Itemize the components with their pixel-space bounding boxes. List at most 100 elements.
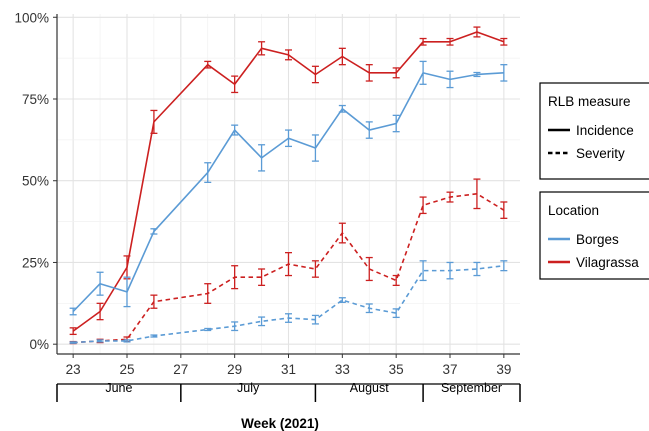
legend-label: Severity bbox=[576, 146, 625, 161]
series-vilagrassa-severity bbox=[69, 178, 508, 345]
series-line-borges-severity bbox=[73, 264, 504, 344]
error-bar bbox=[150, 228, 158, 235]
y-tick-label: 25% bbox=[22, 255, 49, 270]
month-label: July bbox=[237, 381, 260, 395]
error-bar bbox=[338, 297, 346, 303]
error-bar bbox=[365, 121, 373, 139]
y-tick-label: 100% bbox=[14, 10, 49, 25]
x-tick-label: 37 bbox=[442, 362, 457, 377]
error-bar bbox=[446, 70, 454, 89]
legend-label: Vilagrassa bbox=[576, 255, 639, 270]
error-bar bbox=[69, 307, 77, 316]
legend-location: Location Borges Vilagrassa bbox=[539, 191, 649, 280]
series-line-vilagrassa-severity bbox=[73, 193, 505, 344]
error-bar bbox=[473, 261, 481, 277]
error-bar bbox=[311, 260, 319, 278]
month-label: August bbox=[350, 381, 389, 395]
x-tick-label: 29 bbox=[227, 362, 242, 377]
legends: RLB measure Incidence Severity Location Borg… bbox=[539, 82, 649, 280]
error-bar bbox=[150, 334, 158, 338]
month-labels: June July August September bbox=[56, 381, 521, 402]
error-bar bbox=[500, 37, 508, 46]
error-bar bbox=[419, 260, 427, 282]
error-bar bbox=[204, 283, 212, 304]
x-tick-label: 23 bbox=[66, 362, 81, 377]
legend-label: Borges bbox=[576, 232, 619, 247]
x-tick-label: 31 bbox=[281, 362, 296, 377]
error-bar bbox=[500, 201, 508, 219]
error-bar bbox=[365, 303, 373, 314]
error-bar bbox=[446, 261, 454, 280]
axes bbox=[53, 14, 520, 358]
error-bar bbox=[311, 134, 319, 162]
error-bar bbox=[204, 162, 212, 184]
y-tick-label: 50% bbox=[22, 174, 49, 189]
x-tick-label: 25 bbox=[119, 362, 134, 377]
x-tick-label: 33 bbox=[335, 362, 350, 377]
error-bar bbox=[365, 256, 373, 282]
error-bar bbox=[311, 314, 319, 325]
error-bar bbox=[338, 47, 346, 66]
error-bar bbox=[392, 114, 400, 133]
error-bar bbox=[419, 196, 427, 215]
error-bar bbox=[96, 339, 104, 343]
error-bar bbox=[69, 341, 77, 344]
series-borges-incidence bbox=[69, 60, 508, 316]
error-bar bbox=[473, 26, 481, 38]
series-layer bbox=[69, 26, 508, 345]
error-bar bbox=[338, 104, 346, 113]
error-bar bbox=[96, 302, 104, 321]
x-tick-label: 39 bbox=[496, 362, 511, 377]
error-bar bbox=[204, 60, 212, 69]
x-tick-label: 27 bbox=[173, 362, 188, 377]
legend-title: RLB measure bbox=[548, 94, 631, 109]
y-tick-label: 0% bbox=[29, 337, 49, 352]
error-bar bbox=[311, 65, 319, 84]
error-bar bbox=[419, 37, 427, 46]
error-bar bbox=[500, 260, 508, 272]
y-tick-label: 75% bbox=[22, 92, 49, 107]
error-bar bbox=[258, 144, 266, 172]
error-bar bbox=[285, 129, 292, 148]
series-borges-severity bbox=[69, 260, 508, 344]
series-line-vilagrassa-incidence bbox=[72, 31, 505, 332]
error-bar bbox=[392, 274, 400, 286]
error-bar bbox=[473, 71, 481, 78]
month-label: September bbox=[441, 381, 502, 395]
error-bar bbox=[285, 252, 292, 277]
series-vilagrassa-incidence bbox=[69, 26, 508, 336]
error-bar bbox=[419, 60, 427, 85]
error-bar bbox=[446, 191, 454, 203]
error-bar bbox=[231, 124, 239, 136]
x-tick-label: 35 bbox=[389, 362, 404, 377]
error-bar bbox=[338, 222, 346, 244]
error-bar bbox=[150, 109, 158, 134]
error-bar bbox=[500, 64, 508, 82]
error-bar bbox=[392, 308, 400, 319]
error-bar bbox=[96, 271, 104, 296]
y-tick-labels: 0% 25% 50% 75% 100% bbox=[14, 10, 49, 352]
series-line-borges-incidence bbox=[72, 72, 504, 313]
error-bar bbox=[258, 41, 266, 56]
error-bar bbox=[258, 316, 266, 327]
x-axis-title: Week (2021) bbox=[241, 416, 319, 431]
legend-rlb-measure: RLB measure Incidence Severity bbox=[539, 82, 649, 180]
error-bar bbox=[204, 327, 212, 332]
error-bar bbox=[285, 313, 292, 323]
legend-box bbox=[539, 191, 649, 280]
error-bar bbox=[285, 49, 292, 61]
error-bar bbox=[69, 327, 77, 336]
error-bar bbox=[446, 37, 454, 46]
error-bar bbox=[392, 67, 400, 79]
error-bar bbox=[150, 294, 158, 309]
error-bar bbox=[258, 268, 266, 286]
error-bar bbox=[473, 178, 481, 210]
error-bar bbox=[123, 339, 131, 343]
month-label: June bbox=[105, 381, 132, 395]
legend-title: Location bbox=[548, 203, 599, 218]
error-bar bbox=[231, 321, 239, 332]
x-tick-labels: 23 25 27 29 31 33 35 37 39 bbox=[66, 362, 512, 377]
error-bar bbox=[365, 64, 373, 82]
error-bar bbox=[231, 75, 239, 94]
